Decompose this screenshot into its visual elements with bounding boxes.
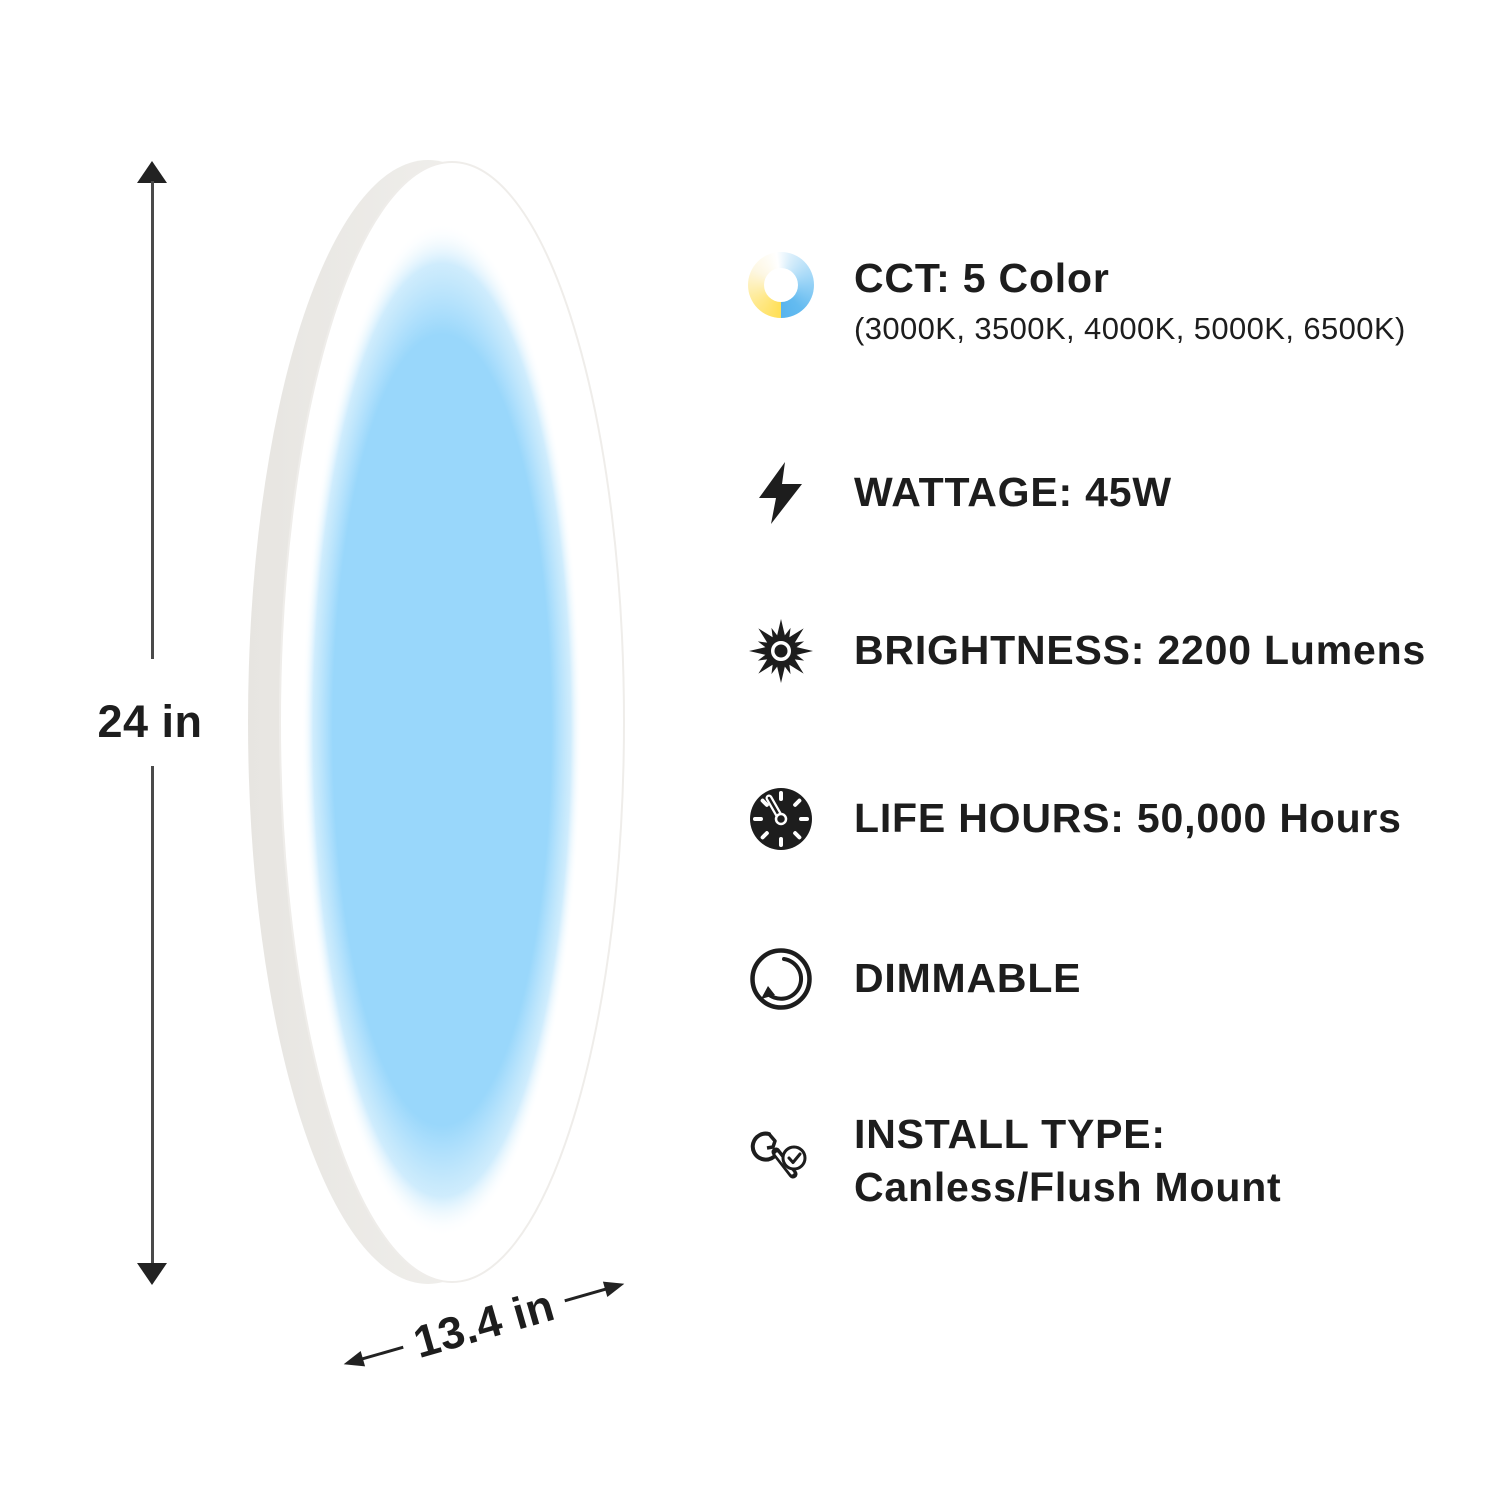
light-glow — [302, 223, 582, 1237]
spec-row-life-hours: LIFE HOURS: 50,000 Hours — [748, 786, 1402, 852]
spec-subtitle-cct: (3000K, 3500K, 4000K, 5000K, 6500K) — [854, 311, 1406, 347]
spec-row-brightness: BRIGHTNESS: 2200 Lumens — [748, 618, 1426, 684]
wrench-check-icon — [750, 1131, 807, 1179]
width-arrow-right-icon — [564, 1281, 625, 1303]
spec-title-life-hours: LIFE HOURS: 50,000 Hours — [854, 795, 1402, 842]
spec-row-install: INSTALL TYPE: Canless/Flush Mount — [748, 1108, 1282, 1215]
gauge-icon — [750, 788, 812, 850]
lightning-icon — [759, 462, 802, 524]
height-dimension-line — [151, 766, 154, 1266]
spec-title-brightness: BRIGHTNESS: 2200 Lumens — [854, 627, 1427, 674]
spec-title-install: INSTALL TYPE: — [854, 1111, 1166, 1157]
dimmer-dial-icon — [750, 948, 812, 1010]
height-dimension-line — [151, 181, 154, 659]
spec-title-dimmable: DIMMABLE — [854, 955, 1082, 1002]
width-arrow-left-icon — [343, 1345, 404, 1367]
width-dimension: 13.4 in — [342, 1258, 627, 1389]
cct-ring-icon — [748, 252, 814, 318]
height-dimension-label: 24 in — [97, 696, 203, 747]
spec-row-wattage: WATTAGE: 45W — [748, 460, 1172, 526]
height-arrow-down-icon — [137, 1263, 167, 1285]
spec-title-cct: CCT: 5 Color — [854, 255, 1110, 301]
ceiling-light-image — [248, 160, 625, 1284]
spec-subtitle-install: Canless/Flush Mount — [854, 1164, 1282, 1211]
spec-title-wattage: WATTAGE: 45W — [854, 469, 1172, 516]
sun-icon — [749, 619, 813, 683]
height-arrow-up-icon — [137, 161, 167, 183]
spec-row-dimmable: DIMMABLE — [748, 946, 1081, 1012]
spec-row-cct: CCT: 5 Color (3000K, 3500K, 4000K, 5000K… — [748, 252, 1406, 347]
